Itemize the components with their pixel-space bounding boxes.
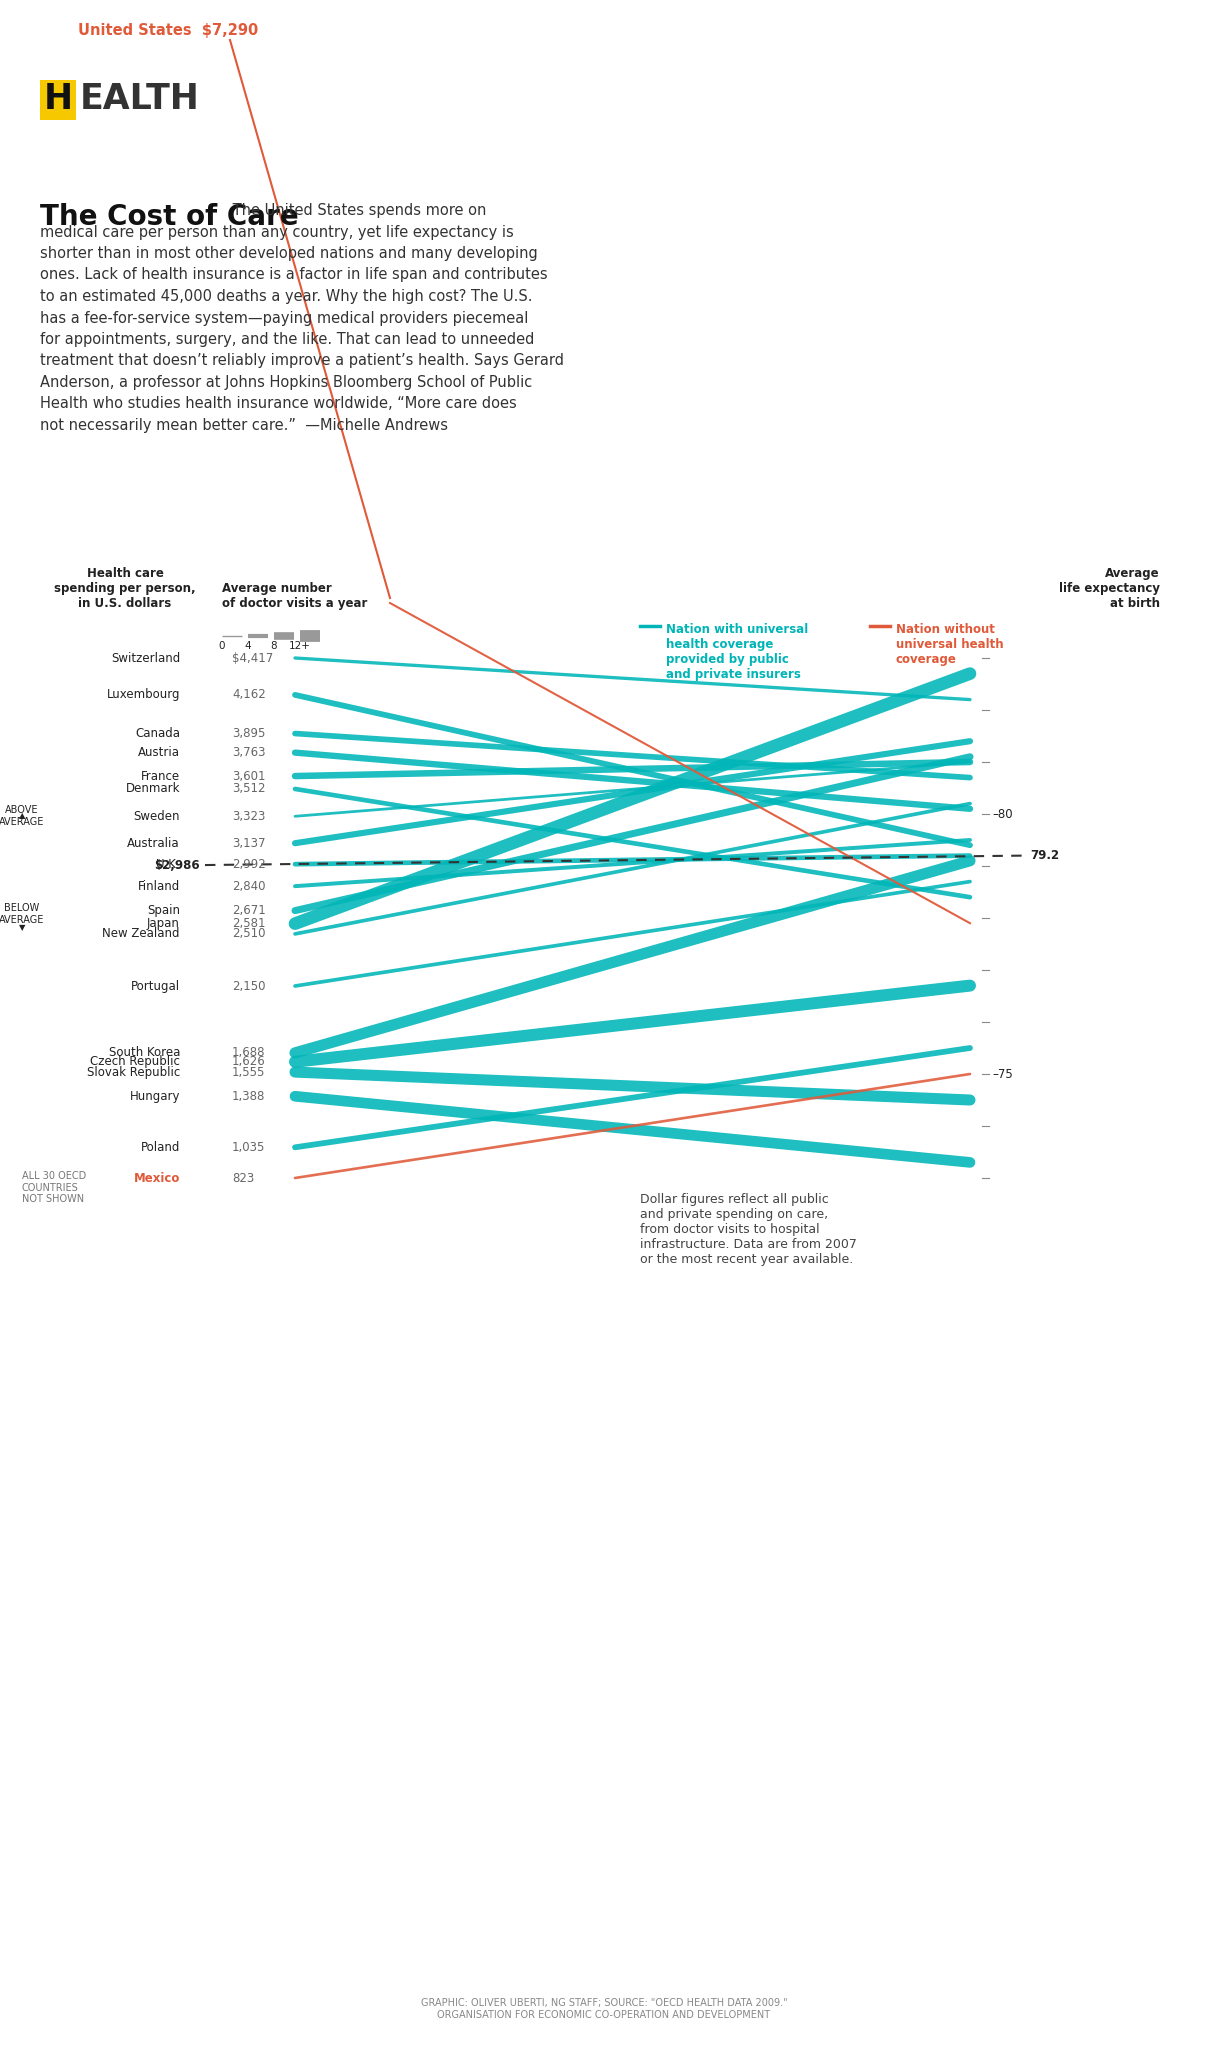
Text: 1,688: 1,688 bbox=[232, 1047, 266, 1059]
Text: 2,581: 2,581 bbox=[232, 918, 266, 930]
Text: Luxembourg: Luxembourg bbox=[106, 688, 180, 700]
Text: Anderson, a professor at Johns Hopkins Bloomberg School of Public: Anderson, a professor at Johns Hopkins B… bbox=[40, 375, 532, 389]
Text: 1,555: 1,555 bbox=[232, 1065, 265, 1079]
Text: ▼: ▼ bbox=[19, 924, 25, 932]
Text: Canada: Canada bbox=[135, 727, 180, 739]
Text: Dollar figures reflect all public
and private spending on care,
from doctor visi: Dollar figures reflect all public and pr… bbox=[640, 1194, 857, 1266]
Text: Health who studies health insurance worldwide, “More care does: Health who studies health insurance worl… bbox=[40, 397, 516, 412]
Text: –80: –80 bbox=[993, 807, 1013, 821]
Text: 4,162: 4,162 bbox=[232, 688, 266, 700]
Text: Japan: Japan bbox=[147, 918, 180, 930]
Text: $4,417: $4,417 bbox=[232, 651, 273, 664]
Text: Average number
of doctor visits a year: Average number of doctor visits a year bbox=[222, 582, 368, 610]
Text: 3,137: 3,137 bbox=[232, 838, 266, 850]
Text: 2,150: 2,150 bbox=[232, 979, 266, 993]
Text: Switzerland: Switzerland bbox=[111, 651, 180, 664]
Text: Poland: Poland bbox=[140, 1141, 180, 1153]
Text: 3,763: 3,763 bbox=[232, 745, 266, 760]
Text: ALL 30 OECD
COUNTRIES
NOT SHOWN: ALL 30 OECD COUNTRIES NOT SHOWN bbox=[22, 1171, 86, 1204]
Text: shorter than in most other developed nations and many developing: shorter than in most other developed nat… bbox=[40, 246, 538, 260]
Text: 2,840: 2,840 bbox=[232, 881, 266, 893]
Text: Mexico: Mexico bbox=[134, 1171, 180, 1184]
Text: 3,895: 3,895 bbox=[232, 727, 265, 739]
Text: Finland: Finland bbox=[138, 881, 180, 893]
FancyBboxPatch shape bbox=[40, 80, 76, 121]
Text: Czech Republic: Czech Republic bbox=[91, 1055, 180, 1069]
Text: Hungary: Hungary bbox=[129, 1090, 180, 1102]
Text: 1,388: 1,388 bbox=[232, 1090, 265, 1102]
Text: New Zealand: New Zealand bbox=[103, 928, 180, 940]
Text: 8: 8 bbox=[271, 641, 277, 651]
Text: to an estimated 45,000 deaths a year. Why the high cost? The U.S.: to an estimated 45,000 deaths a year. Wh… bbox=[40, 289, 532, 303]
Text: Spain: Spain bbox=[147, 903, 180, 918]
Text: 3,512: 3,512 bbox=[232, 782, 266, 795]
Text: 3,601: 3,601 bbox=[232, 770, 266, 782]
Text: 1,035: 1,035 bbox=[232, 1141, 265, 1153]
Text: The United States spends more on: The United States spends more on bbox=[229, 203, 486, 217]
Text: The Cost of Care: The Cost of Care bbox=[40, 203, 299, 231]
Text: Sweden: Sweden bbox=[133, 809, 180, 823]
Text: 12+: 12+ bbox=[289, 641, 311, 651]
Text: Austria: Austria bbox=[138, 745, 180, 760]
Text: H: H bbox=[44, 82, 73, 117]
Text: BELOW
AVERAGE: BELOW AVERAGE bbox=[0, 903, 45, 924]
Text: medical care per person than any country, yet life expectancy is: medical care per person than any country… bbox=[40, 225, 514, 240]
Text: ▲: ▲ bbox=[19, 811, 25, 819]
Text: Slovak Republic: Slovak Republic bbox=[87, 1065, 180, 1079]
Text: U.K.: U.K. bbox=[156, 858, 180, 870]
Text: Nation with universal
health coverage
provided by public
and private insurers: Nation with universal health coverage pr… bbox=[666, 623, 809, 682]
Text: 823: 823 bbox=[232, 1171, 254, 1184]
Text: 79.2: 79.2 bbox=[1030, 850, 1059, 862]
Text: Australia: Australia bbox=[127, 838, 180, 850]
Text: treatment that doesn’t reliably improve a patient’s health. Says Gerard: treatment that doesn’t reliably improve … bbox=[40, 354, 565, 369]
Text: 3,323: 3,323 bbox=[232, 809, 265, 823]
Text: ones. Lack of health insurance is a factor in life span and contributes: ones. Lack of health insurance is a fact… bbox=[40, 268, 548, 283]
Text: 0: 0 bbox=[219, 641, 225, 651]
Text: Average
life expectancy
at birth: Average life expectancy at birth bbox=[1059, 567, 1159, 610]
Text: $2,986: $2,986 bbox=[155, 858, 199, 872]
Text: 1,626: 1,626 bbox=[232, 1055, 266, 1069]
Text: for appointments, surgery, and the like. That can lead to unneeded: for appointments, surgery, and the like.… bbox=[40, 332, 534, 346]
Text: 2,992: 2,992 bbox=[232, 858, 266, 870]
Text: Health care
spending per person,
in U.S. dollars: Health care spending per person, in U.S.… bbox=[54, 567, 196, 610]
Text: Denmark: Denmark bbox=[126, 782, 180, 795]
Text: GRAPHIC: OLIVER UBERTI, NG STAFF; SOURCE: "OECD HEALTH DATA 2009."
ORGANISATION : GRAPHIC: OLIVER UBERTI, NG STAFF; SOURCE… bbox=[421, 1999, 787, 2019]
Text: not necessarily mean better care.”  —Michelle Andrews: not necessarily mean better care.” —Mich… bbox=[40, 418, 449, 432]
Text: France: France bbox=[141, 770, 180, 782]
Text: 4: 4 bbox=[244, 641, 251, 651]
Text: United States  $7,290: United States $7,290 bbox=[79, 23, 259, 39]
Text: has a fee-for-service system—paying medical providers piecemeal: has a fee-for-service system—paying medi… bbox=[40, 311, 528, 326]
Text: South Korea: South Korea bbox=[109, 1047, 180, 1059]
Text: ABOVE
AVERAGE: ABOVE AVERAGE bbox=[0, 805, 45, 827]
Text: 2,671: 2,671 bbox=[232, 903, 266, 918]
Text: Portugal: Portugal bbox=[131, 979, 180, 993]
Text: EALTH: EALTH bbox=[80, 82, 199, 117]
Text: 2,510: 2,510 bbox=[232, 928, 266, 940]
Text: Nation without
universal health
coverage: Nation without universal health coverage bbox=[896, 623, 1003, 666]
Text: –75: –75 bbox=[993, 1067, 1013, 1081]
